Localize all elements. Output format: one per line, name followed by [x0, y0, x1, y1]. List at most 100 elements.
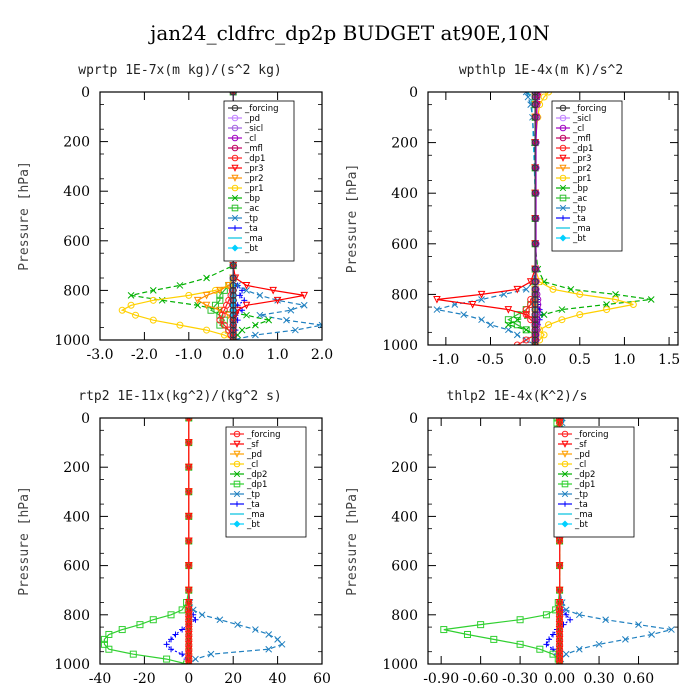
data-point [549, 285, 557, 293]
data-point [243, 287, 250, 294]
data-point [478, 296, 485, 303]
data-point [194, 301, 202, 309]
y-tick-label: 1000 [382, 657, 418, 673]
data-point [531, 215, 539, 222]
data-point [595, 640, 603, 648]
data-point [556, 655, 564, 663]
legend-entry: _bt [574, 520, 589, 530]
data-point [522, 311, 530, 319]
legend-entry: _dp1 [572, 144, 593, 154]
data-point [531, 295, 539, 303]
legend-entry: _dp1 [244, 154, 265, 164]
y-tick-label: 200 [391, 460, 418, 476]
data-point [229, 326, 237, 334]
data-point [216, 321, 224, 329]
x-tick-label: 1.0 [613, 352, 635, 368]
legend-entry: _pr1 [572, 174, 592, 184]
y-tick-label: 600 [391, 237, 418, 253]
data-point [234, 621, 241, 628]
data-point [490, 635, 498, 643]
y-tick-label: 0 [409, 85, 418, 101]
data-point [531, 265, 539, 273]
data-point [231, 204, 239, 212]
data-point [545, 92, 553, 96]
data-point [556, 630, 564, 638]
data-point [100, 635, 108, 643]
data-point [524, 93, 532, 101]
data-point [118, 626, 126, 634]
y-tick-label: 800 [63, 608, 90, 624]
data-point [545, 321, 553, 329]
data-point [229, 316, 237, 324]
data-point [193, 296, 202, 305]
data-point [178, 606, 186, 614]
data-point [522, 326, 530, 334]
data-point [229, 281, 237, 289]
data-point [231, 114, 239, 122]
x-tick-label: 0.00 [544, 671, 575, 687]
data-point [233, 440, 241, 448]
data-point [559, 174, 567, 182]
x-tick-label: -40 [89, 671, 112, 687]
data-point [559, 164, 567, 172]
x-tick-label: -0.90 [423, 671, 459, 687]
legend-entry: _bp [572, 184, 588, 194]
data-point [252, 331, 259, 339]
data-point [233, 480, 241, 488]
data-point [231, 134, 239, 142]
data-point [232, 225, 238, 231]
legend-entry: _pd [244, 114, 260, 124]
legend-entry: _mfl [572, 134, 591, 144]
x-tick-label: -3.0 [87, 347, 114, 363]
legend-entry: _tp [244, 214, 258, 224]
plot-frame [427, 417, 679, 665]
legend-entry: _pd [246, 450, 262, 460]
data-point [229, 274, 237, 282]
x-tick-label: 40 [269, 671, 287, 687]
series-group [433, 92, 655, 345]
data-point [556, 537, 564, 545]
data-point [233, 520, 241, 528]
data-point [668, 626, 675, 633]
data-point [179, 651, 186, 658]
data-point [229, 306, 237, 314]
legend-entry: _pr2 [572, 164, 592, 174]
data-point [556, 606, 564, 614]
data-point [233, 490, 241, 498]
legend-entry: _tp [574, 490, 588, 500]
data-point [242, 301, 251, 310]
legend-entry: _pr2 [244, 174, 264, 184]
data-point [540, 311, 548, 318]
data-point [229, 262, 237, 270]
y-axis-label: Pressure [hPa] [17, 486, 32, 596]
data-point [203, 326, 211, 334]
data-point [198, 611, 206, 619]
data-point [531, 189, 539, 197]
data-point [233, 470, 241, 478]
x-tick-label: 20 [224, 671, 242, 687]
legend-entry: _cl [574, 460, 586, 470]
data-point [561, 440, 569, 448]
x-tick-label: -1.0 [175, 347, 202, 363]
data-point [531, 306, 539, 314]
data-point [556, 599, 564, 606]
data-point [136, 621, 144, 629]
data-point [556, 621, 564, 629]
data-point [149, 616, 157, 624]
data-point [562, 606, 570, 614]
data-point [433, 306, 441, 313]
legend-entry: _ac [572, 194, 587, 204]
data-point [132, 311, 140, 319]
data-point [202, 291, 211, 300]
data-point [149, 296, 157, 304]
data-point [229, 296, 237, 304]
data-point [556, 626, 564, 634]
plot-frame [99, 417, 323, 665]
data-point [220, 331, 228, 339]
data-point [567, 285, 575, 293]
data-point [129, 650, 137, 658]
data-point [516, 640, 524, 648]
data-point [105, 645, 113, 653]
legend-entry: _ac [244, 204, 259, 214]
